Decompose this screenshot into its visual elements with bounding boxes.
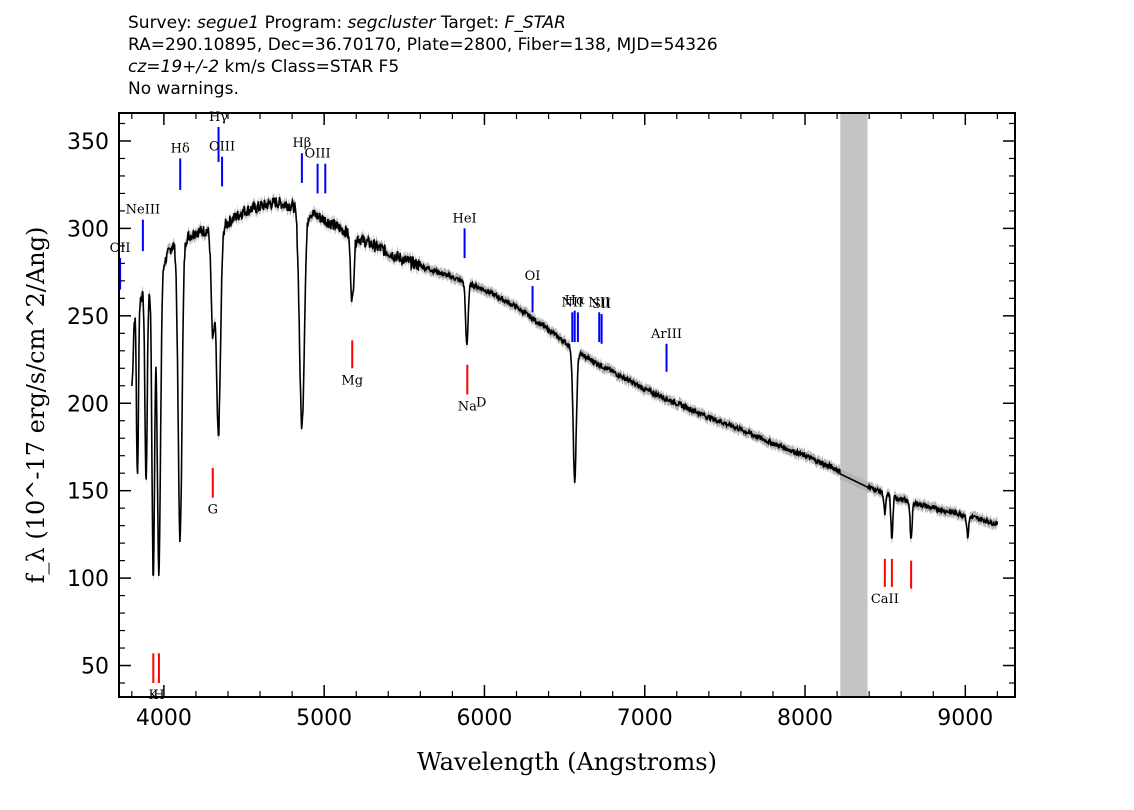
emission-line-label: NII <box>561 295 583 310</box>
x-tick-label: 6000 <box>456 706 512 731</box>
error-band <box>131 191 998 582</box>
emission-line-label: Hδ <box>171 141 190 156</box>
x-axis-title: Wavelength (Angstroms) <box>417 748 717 776</box>
plot-frame <box>118 112 1016 698</box>
emission-line-label: OIII <box>305 147 331 162</box>
y-tick-label: 300 <box>67 217 109 242</box>
program-label: Program: <box>264 13 343 33</box>
class-value: km/s Class=STAR F5 <box>224 57 400 77</box>
target-value: F_STAR <box>504 13 566 33</box>
absorption-line-label: Na <box>458 400 477 415</box>
emission-line-label: OI <box>525 269 541 284</box>
masked-region-layer <box>840 113 868 697</box>
emission-line-label: HeI <box>452 211 476 226</box>
y-tick-label: 100 <box>67 567 109 592</box>
masked-region <box>840 113 868 697</box>
header-line-2: RA=290.10895, Dec=36.70170, Plate=2800, … <box>128 35 718 55</box>
x-tick-label: 7000 <box>617 706 673 731</box>
redshift-value: cz=19+/-2 <box>128 57 220 77</box>
y-tick-label: 200 <box>67 392 109 417</box>
emission-line-label: OIII <box>209 140 235 155</box>
emission-line-label: NII <box>588 295 610 310</box>
y-axis-title: f_λ (10^-17 erg/s/cm^2/Ang) <box>22 227 50 584</box>
absorption-line-label: H <box>153 688 164 703</box>
y-tick-label: 350 <box>67 130 109 155</box>
emission-line-label: SII <box>592 297 611 312</box>
absorption-line-label: CaII <box>871 592 899 607</box>
axis-ticks-layer: 4000 5000 6000 7000 8000 9000 50 100 150 200 250 30… <box>67 113 1015 731</box>
emission-line-label: ArIII <box>650 327 682 342</box>
x-tick-label: 4000 <box>136 706 192 731</box>
absorption-line-label: K <box>148 688 158 703</box>
spectrum-header: Survey: segue1 Program: segcluster Targe… <box>128 12 718 100</box>
survey-label: Survey: <box>128 13 192 33</box>
header-line-4: No warnings. <box>128 79 239 99</box>
absorption-line-label: G <box>208 503 218 518</box>
spectrum-layer <box>131 196 999 576</box>
x-tick-label: 9000 <box>937 706 993 731</box>
program-value: segcluster <box>347 13 436 33</box>
header-line-1: Survey: segue1 Program: segcluster Targe… <box>128 12 718 34</box>
y-tick-label: 50 <box>81 655 109 680</box>
emission-line-label: NeIII <box>126 203 160 218</box>
x-tick-label: 5000 <box>296 706 352 731</box>
emission-line-label: Hα <box>565 294 585 309</box>
survey-value: segue1 <box>197 13 260 33</box>
emission-line-label: OII <box>110 241 131 256</box>
y-tick-label: 150 <box>67 480 109 505</box>
x-tick-label: 8000 <box>777 706 833 731</box>
line-label-extra: D <box>476 396 486 411</box>
error-band-layer <box>131 191 998 582</box>
spectrum-line <box>131 196 999 576</box>
emission-line-label: Hβ <box>292 136 311 151</box>
y-tick-label: 250 <box>67 305 109 330</box>
absorption-line-label: Mg <box>341 373 363 388</box>
header-line-3: cz=19+/-2 km/s Class=STAR F5 <box>128 56 718 78</box>
target-label: Target: <box>440 13 500 33</box>
